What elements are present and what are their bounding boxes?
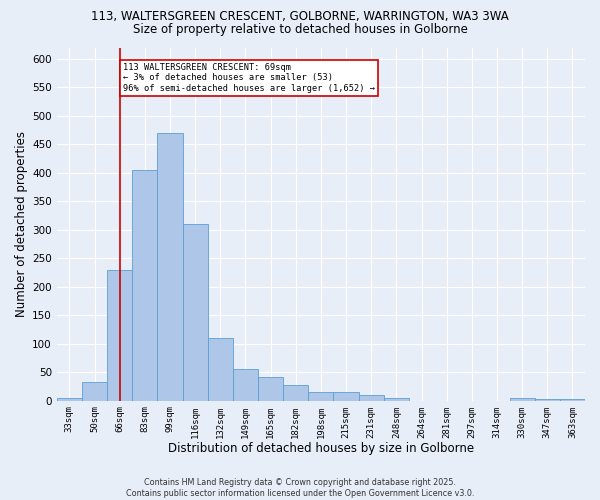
Bar xyxy=(384,398,409,400)
Y-axis label: Number of detached properties: Number of detached properties xyxy=(15,131,28,317)
Bar xyxy=(57,398,82,400)
Bar xyxy=(535,399,560,400)
Bar xyxy=(258,377,283,400)
Bar xyxy=(208,338,233,400)
Bar xyxy=(308,392,334,400)
X-axis label: Distribution of detached houses by size in Golborne: Distribution of detached houses by size … xyxy=(168,442,474,455)
Text: 113, WALTERSGREEN CRESCENT, GOLBORNE, WARRINGTON, WA3 3WA: 113, WALTERSGREEN CRESCENT, GOLBORNE, WA… xyxy=(91,10,509,23)
Bar xyxy=(107,270,132,400)
Bar xyxy=(82,382,107,400)
Bar xyxy=(283,386,308,400)
Text: Contains HM Land Registry data © Crown copyright and database right 2025.
Contai: Contains HM Land Registry data © Crown c… xyxy=(126,478,474,498)
Bar xyxy=(359,395,384,400)
Bar xyxy=(509,398,535,400)
Bar xyxy=(182,224,208,400)
Bar xyxy=(233,370,258,400)
Bar xyxy=(157,133,182,400)
Bar xyxy=(334,392,359,400)
Bar xyxy=(132,170,157,400)
Bar xyxy=(560,399,585,400)
Text: 113 WALTERSGREEN CRESCENT: 69sqm
← 3% of detached houses are smaller (53)
96% of: 113 WALTERSGREEN CRESCENT: 69sqm ← 3% of… xyxy=(122,63,374,92)
Text: Size of property relative to detached houses in Golborne: Size of property relative to detached ho… xyxy=(133,22,467,36)
